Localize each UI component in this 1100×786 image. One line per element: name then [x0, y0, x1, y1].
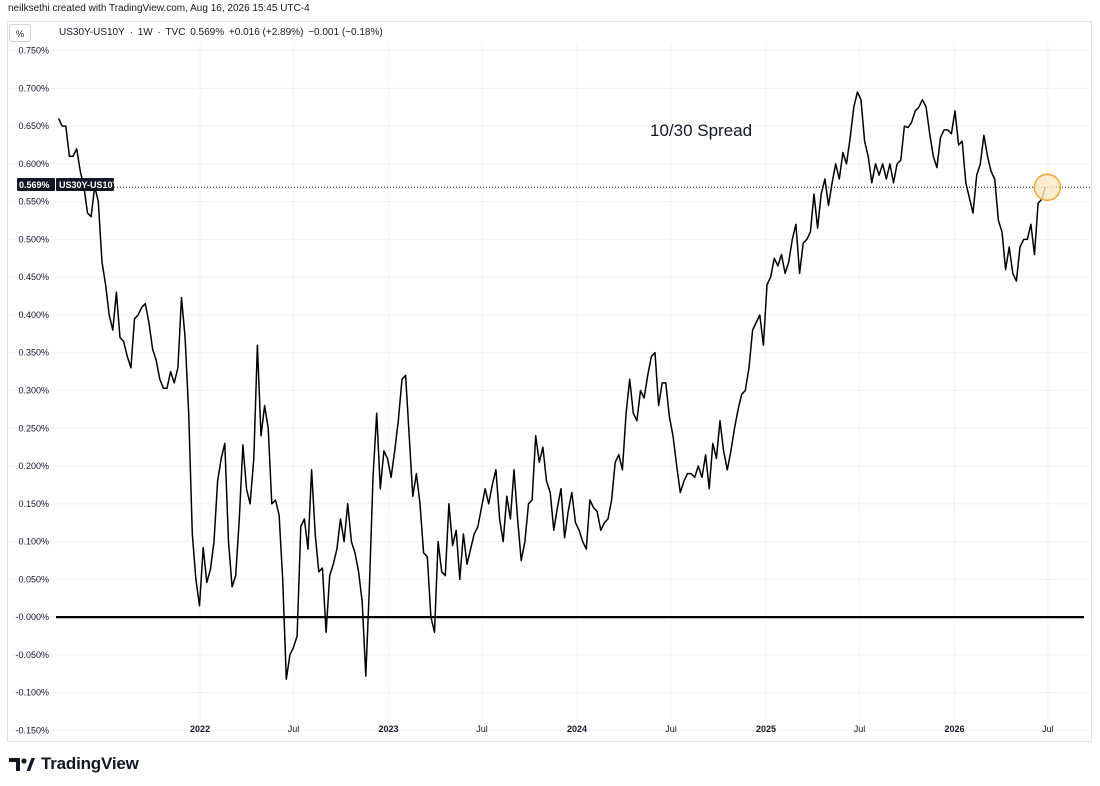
legend-change: +0.016 (+2.89%): [228, 27, 304, 38]
y-tick-label: 0.550%: [18, 197, 49, 207]
price-label-value-bg: [17, 178, 55, 191]
y-tick-label: 0.050%: [18, 574, 49, 584]
y-tick-label: 0.250%: [18, 423, 49, 433]
y-tick-label: -0.150%: [15, 725, 49, 735]
x-tick-label: Jul: [854, 724, 866, 734]
y-tick-label: 0.100%: [18, 537, 49, 547]
y-tick-label: 0.350%: [18, 348, 49, 358]
tradingview-logo-icon: [9, 758, 35, 771]
x-tick-label: 2024: [567, 724, 587, 734]
footer-brand: TradingView: [41, 754, 139, 773]
unit-toggle-button[interactable]: %: [9, 24, 31, 42]
price-label-symbol: US30Y-US10Y: [59, 180, 119, 190]
y-tick-label: 0.400%: [18, 310, 49, 320]
x-tick-label: 2025: [756, 724, 776, 734]
y-tick-label: 0.650%: [18, 121, 49, 131]
legend-sep-1: ·: [129, 27, 133, 38]
y-tick-label: 0.750%: [18, 46, 49, 56]
x-tick-label: 2023: [379, 724, 399, 734]
y-tick-label: 0.200%: [18, 461, 49, 471]
series-line-us30y-us10y: [57, 91, 1047, 680]
legend-symbol[interactable]: US30Y-US10Y: [59, 27, 125, 38]
y-tick-label: 0.300%: [18, 386, 49, 396]
legend-interval: 1W: [137, 27, 153, 38]
symbol-legend: US30Y-US10Y · 1W · TVC 0.569% +0.016 (+2…: [59, 27, 385, 38]
price-label-value: 0.569%: [19, 180, 50, 190]
legend-last-value: 0.569%: [190, 27, 225, 38]
price-label-symbol-bg: [56, 178, 114, 191]
y-tick-label: -0.000%: [15, 612, 49, 622]
horizontal-gridlines: [10, 50, 1092, 731]
y-tick-label: 0.500%: [18, 234, 49, 244]
x-tick-label: Jul: [1042, 724, 1054, 734]
y-tick-label: 0.150%: [18, 499, 49, 509]
legend-change-2: −0.001 (−0.18%): [308, 27, 383, 38]
x-tick-label: 2026: [944, 724, 964, 734]
spread-annotation: 10/30 Spread: [650, 121, 752, 140]
header-text: neilksethi created with TradingView.com,…: [8, 3, 310, 14]
x-tick-label: 2022: [190, 724, 210, 734]
x-axis: 2022 Jul 2023 Jul 2024 Jul 2025 Jul 2026 Jul: [190, 724, 1054, 734]
vertical-gridlines: [199, 43, 1049, 720]
x-tick-label: Jul: [476, 724, 488, 734]
legend-sep-2: ·: [157, 27, 161, 38]
footer: TradingView: [9, 754, 139, 774]
y-tick-label: 0.450%: [18, 272, 49, 282]
y-tick-label: -0.100%: [15, 688, 49, 698]
y-tick-label: 0.600%: [18, 159, 49, 169]
chart-frame: [7, 21, 1092, 742]
price-scale-label: 0.569% US30Y-US10Y: [17, 178, 119, 191]
y-axis: 0.750% 0.700% 0.650% 0.600% 0.550% 0.500% 0.45…: [15, 46, 49, 736]
x-tick-label: Jul: [665, 724, 677, 734]
x-tick-label: Jul: [288, 724, 300, 734]
y-tick-label: 0.700%: [18, 83, 49, 93]
chart-header: neilksethi created with TradingView.com,…: [8, 3, 310, 14]
legend-source: TVC: [165, 27, 186, 38]
last-point-highlight: [1033, 173, 1062, 202]
y-tick-label: -0.050%: [15, 650, 49, 660]
